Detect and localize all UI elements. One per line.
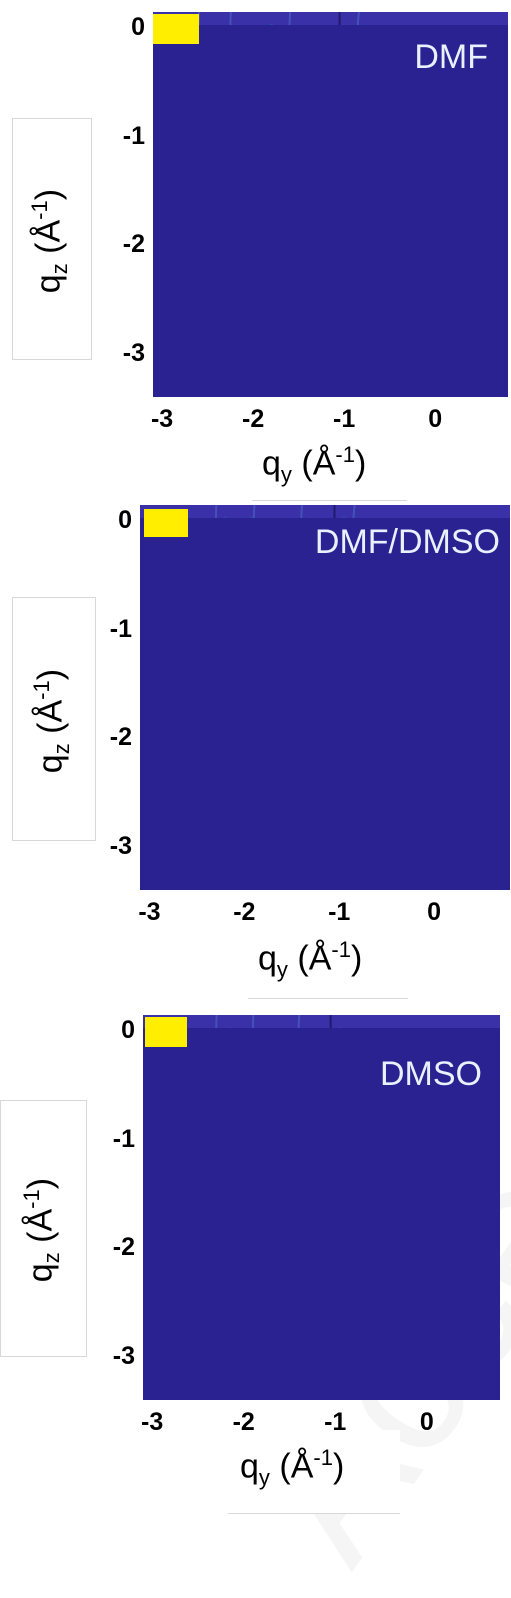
y-tick-label: -2: [112, 1233, 135, 1262]
x-tick-label: 0: [419, 1408, 434, 1436]
y-tick-label: -1: [109, 614, 132, 643]
y-tick-label: -1: [112, 1124, 135, 1153]
x-tick-label: -3: [150, 405, 174, 433]
y-axis-label-box: [12, 118, 92, 360]
x-tick-label: -1: [324, 1408, 347, 1436]
x-tick-label: -3: [141, 1408, 164, 1436]
horizon-shadow: [140, 518, 510, 890]
x-axis-label: qy (Å-1): [240, 1445, 345, 1491]
y-tick-label: -2: [109, 723, 132, 752]
plot-title: DMSO: [380, 1055, 482, 1093]
y-tick-label: 0: [121, 1016, 135, 1045]
panel-dmf: qz (Å-1) DMF qy (Å-1) -3 -2 -1 0 -3 -2 -1 0: [0, 0, 511, 505]
x-tick-label: -1: [333, 405, 356, 433]
horizon-shadow: [143, 1028, 500, 1400]
y-tick-label: 0: [131, 13, 145, 42]
heatmap-svg: [140, 505, 510, 890]
y-axis-label-box: [0, 1100, 87, 1357]
x-tick-label: -2: [242, 405, 265, 433]
x-tick-label: 0: [427, 898, 442, 926]
y-axis-label: qz (Å-1): [18, 1177, 65, 1283]
heatmap-plot: DMSO: [143, 1015, 500, 1400]
plot-title: DMF: [414, 38, 488, 76]
x-axis-label-box: [252, 428, 407, 501]
panel-dmso: qz (Å-1) DMSO qy (Å-1) -3 -2 -1 0 -3 -2 -1 0: [0, 1005, 511, 1514]
x-axis-label-box: [248, 923, 408, 999]
y-tick-label: -2: [122, 230, 145, 259]
x-tick-label: -2: [232, 1408, 255, 1436]
color-flag: [153, 14, 199, 44]
horizon-shadow: [153, 25, 508, 397]
y-tick-label: -1: [122, 121, 145, 150]
heatmap-plot: DMF: [153, 12, 508, 397]
x-tick-label: -1: [328, 898, 351, 926]
x-tick-label: 0: [428, 405, 443, 433]
panel-dmf-dmso: qz (Å-1) DMF/DMSO qy (Å-1) -3 -2 -1 0 -3 -2 -1…: [0, 505, 511, 1005]
color-flag: [144, 509, 188, 537]
plot-title: DMF/DMSO: [314, 523, 500, 561]
heatmap-svg: [153, 12, 508, 397]
y-tick-label: 0: [118, 506, 132, 535]
x-axis-label: qy (Å-1): [262, 442, 367, 488]
x-tick-label: -2: [233, 898, 256, 926]
y-axis-label: qz (Å-1): [26, 188, 73, 294]
x-tick-label: -3: [138, 898, 161, 926]
y-axis-label-box: [12, 597, 96, 841]
y-axis-label: qz (Å-1): [28, 668, 75, 774]
x-axis-label: qy (Å-1): [258, 937, 363, 983]
heatmap-svg: [143, 1015, 500, 1400]
y-tick-label: -3: [109, 831, 132, 860]
color-flag: [145, 1017, 187, 1047]
heatmap-plot: DMF/DMSO: [140, 505, 510, 890]
y-tick-label: -3: [122, 338, 145, 367]
y-tick-label: -3: [112, 1341, 135, 1370]
